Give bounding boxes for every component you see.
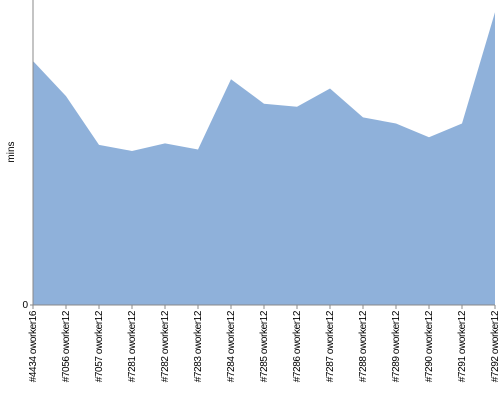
y-tick-label: 0 — [22, 300, 28, 311]
x-tick-label: #7289 oworker12 — [391, 310, 402, 382]
x-tick-label: #7056 oworker12 — [61, 310, 72, 382]
x-tick-label: #7283 oworker12 — [193, 310, 204, 382]
x-tick-label: #7287 oworker12 — [325, 310, 336, 382]
x-tick-label: #7285 oworker12 — [259, 310, 270, 382]
y-axis-label: mins — [6, 141, 17, 162]
area — [33, 12, 495, 305]
x-tick-label: #4434 oworker16 — [28, 310, 39, 382]
x-tick-label: #7292 oworker12 — [490, 310, 500, 382]
x-tick-label: #7290 oworker12 — [424, 310, 435, 382]
x-tick-label: #7057 oworker12 — [94, 310, 105, 382]
x-tick-label: #7281 oworker12 — [127, 310, 138, 382]
x-tick-label: #7284 oworker12 — [226, 310, 237, 382]
x-tick-label: #7286 oworker12 — [292, 310, 303, 382]
x-tick-label: #7288 oworker12 — [358, 310, 369, 382]
x-tick-label: #7291 oworker12 — [457, 310, 468, 382]
x-tick-label: #7282 oworker12 — [160, 310, 171, 382]
